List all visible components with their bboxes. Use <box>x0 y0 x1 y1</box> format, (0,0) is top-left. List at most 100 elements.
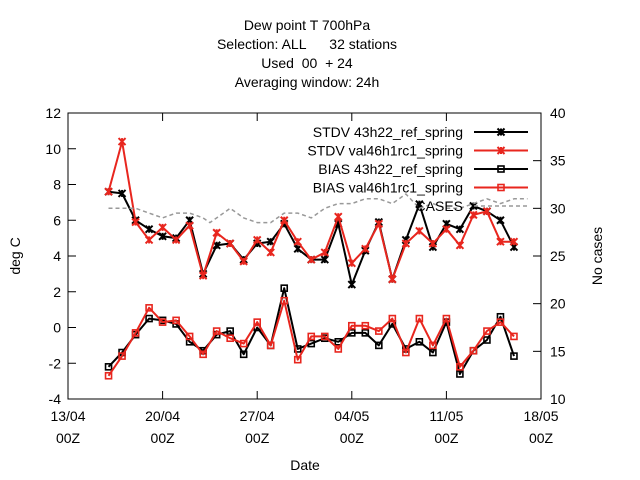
data-point <box>266 237 275 246</box>
y-axis-label: deg C <box>7 237 23 274</box>
data-point <box>185 332 194 341</box>
data-point <box>239 339 248 348</box>
data-point <box>118 352 126 360</box>
data-point <box>212 228 221 237</box>
series <box>104 137 519 284</box>
data-point <box>320 255 329 264</box>
data-point <box>280 296 289 305</box>
data-point <box>361 244 370 254</box>
data-point <box>469 210 478 220</box>
y2-tick-label: 35 <box>550 153 566 169</box>
data-point <box>212 327 221 335</box>
y-tick-label: 12 <box>45 105 61 121</box>
x-tick-label: 00Z <box>434 430 459 446</box>
y-tick-label: -4 <box>49 391 62 407</box>
data-point <box>401 239 411 248</box>
data-point <box>442 224 451 234</box>
data-point <box>199 350 207 359</box>
x-tick-label: 00Z <box>529 430 554 446</box>
data-point <box>226 327 234 335</box>
data-point <box>510 332 518 341</box>
data-point <box>483 327 491 335</box>
data-point <box>347 321 356 330</box>
data-point <box>402 348 410 357</box>
title-line: Dew point T 700hPa <box>244 17 371 33</box>
legend-label: STDV val46h1rc1_spring <box>307 143 463 159</box>
data-point <box>145 314 153 323</box>
y-tick-label: 8 <box>53 177 61 193</box>
series-line <box>107 287 515 375</box>
data-point <box>429 341 437 350</box>
x-tick-label: 11/05 <box>429 408 463 424</box>
y-tick-label: 6 <box>53 212 61 228</box>
series-line <box>108 193 528 224</box>
data-point <box>375 341 383 350</box>
data-point <box>347 258 357 268</box>
y2-axis: 10 15 20 25 30 35 40 <box>533 105 566 407</box>
data-point <box>239 257 248 266</box>
data-point <box>144 235 154 245</box>
data-point <box>307 332 316 341</box>
data-point <box>455 224 465 234</box>
data-point <box>117 137 127 146</box>
legend-label: BIAS val46h1rc1_spring <box>313 180 463 196</box>
y-tick-label: 4 <box>53 248 61 264</box>
data-point <box>334 345 343 353</box>
x-axis-label: Date <box>290 457 320 473</box>
legend: STDV 43h22_ref_spring STDV val46h1rc1_spr… <box>307 124 528 214</box>
data-point <box>415 314 424 323</box>
data-point <box>252 235 262 245</box>
data-point <box>334 212 343 221</box>
y2-tick-label: 15 <box>550 343 566 359</box>
data-point <box>104 371 113 380</box>
x-tick-label: 27/04 <box>240 408 275 424</box>
y-axis: -4 -2 0 2 4 6 8 10 12 <box>45 105 76 407</box>
y2-tick-label: 10 <box>550 391 566 407</box>
series <box>108 193 528 224</box>
data-point <box>428 239 438 248</box>
data-point <box>239 350 248 359</box>
data-point <box>509 237 519 246</box>
x-axis: 13/04 00Z 20/04 00Z 27/04 00Z 04/05 00Z 11/05 00Z… <box>50 113 559 446</box>
x-tick-label: 04/05 <box>334 408 369 424</box>
data-point <box>429 348 437 357</box>
data-point <box>320 248 329 257</box>
data-point <box>158 232 167 241</box>
data-point <box>442 314 451 323</box>
x-tick-label: 00Z <box>245 430 270 446</box>
data-point <box>415 226 424 236</box>
data-point <box>456 370 464 378</box>
x-tick-label: 18/05 <box>523 408 558 424</box>
data-point <box>456 363 464 371</box>
legend-label: STDV 43h22_ref_spring <box>313 124 463 140</box>
data-point <box>225 239 235 248</box>
data-point <box>496 216 505 225</box>
data-point <box>131 329 140 337</box>
data-point <box>293 355 302 364</box>
y2-axis-label: No cases <box>589 227 605 285</box>
data-point <box>497 183 505 192</box>
data-point <box>496 318 505 326</box>
data-point <box>172 316 180 325</box>
legend-label: CASES <box>416 198 463 214</box>
x-tick-label: 20/04 <box>145 408 180 424</box>
y-tick-label: 2 <box>53 284 61 300</box>
data-point <box>158 223 167 232</box>
x-tick-label: 00Z <box>340 430 365 446</box>
series-layer <box>104 137 528 380</box>
data-point <box>104 187 113 196</box>
legend-label: BIAS 43h22_ref_spring <box>318 161 463 177</box>
x-tick-label: 13/04 <box>50 408 85 424</box>
data-point <box>415 337 424 346</box>
data-point <box>158 318 167 326</box>
data-point <box>307 255 316 264</box>
data-point <box>347 329 356 337</box>
data-point <box>496 237 505 246</box>
data-point <box>320 332 329 341</box>
data-point <box>388 314 397 323</box>
data-point <box>388 275 397 284</box>
data-point <box>497 165 505 173</box>
data-point <box>510 352 518 360</box>
